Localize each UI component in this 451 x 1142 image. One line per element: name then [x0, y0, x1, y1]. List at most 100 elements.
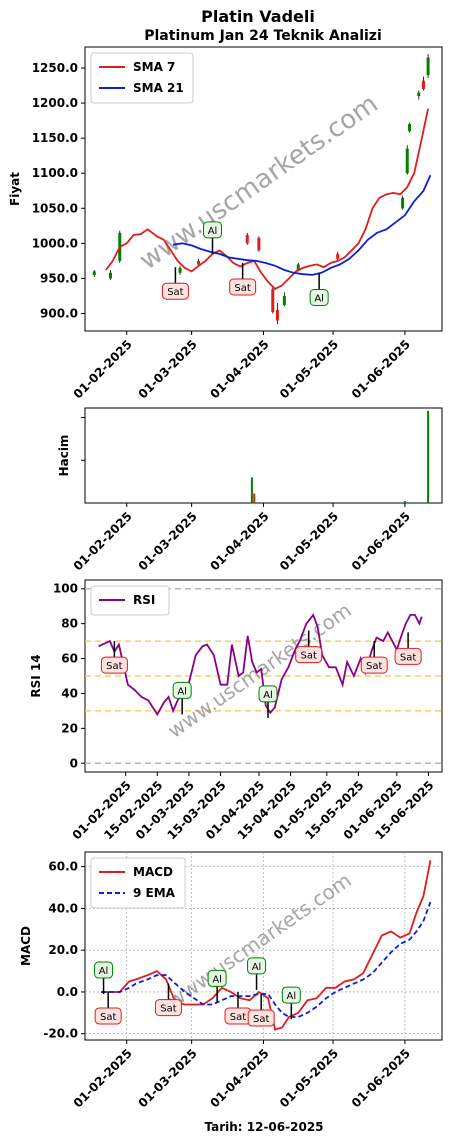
macd-x-tick-label: 01-03-2025 [136, 1046, 200, 1110]
rsi-legend-box [90, 585, 170, 616]
macd-annotation-sat-box [154, 999, 182, 1017]
price-candle-body [92, 271, 96, 275]
rsi-panel: www.uscmarkets.com02040608010001-02-2025… [29, 579, 443, 842]
price-sma-7-line [105, 108, 429, 290]
volume-x-tick-label: 01-05-2025 [277, 509, 341, 573]
macd-y-tick-label: -20.0 [43, 1027, 78, 1041]
macd-annotation-sat-label: Sat [253, 1014, 269, 1025]
macd-annotation-sat-label: Sat [100, 1012, 116, 1023]
macd-legend-label: MACD [133, 865, 173, 879]
rsi-y-tick-label: 100 [53, 582, 78, 596]
macd-x-tick-label: 01-05-2025 [277, 1046, 341, 1110]
price-x-tick-label: 01-05-2025 [277, 337, 341, 401]
rsi-annotation-sat-label: Sat [106, 661, 122, 672]
volume-x-tick-label: 01-02-2025 [71, 509, 135, 573]
volume-y-label: Hacim [57, 435, 71, 477]
x-axis-label: Tarih: 12-06-2025 [204, 1120, 323, 1134]
price-y-tick-label: 1000.0 [32, 236, 78, 250]
price-annotation-sat-label: Sat [234, 283, 250, 294]
rsi-annotation-sat-box [100, 656, 128, 674]
rsi-line [98, 613, 423, 717]
price-candle-body [257, 237, 261, 251]
rsi-annotation-sat-label: Sat [300, 651, 316, 662]
price-annotation-al-box [203, 221, 222, 239]
volume-bar [427, 410, 430, 503]
price-candle-body [275, 309, 279, 321]
price-candle-body [271, 288, 275, 313]
price-candle-body [408, 124, 412, 132]
macd-y-label: MACD [19, 926, 33, 966]
macd-annotation-al-label: Al [99, 966, 109, 977]
price-y-tick-label: 1250.0 [32, 61, 78, 75]
volume-x-tick-label: 01-04-2025 [207, 509, 271, 573]
macd-y-tick-label: 20.0 [48, 943, 78, 957]
macd-annotation-sat-box [247, 1009, 275, 1027]
price-annotation-al-box [309, 288, 329, 306]
price-y-label: Fiyat [8, 172, 22, 206]
macd-x-tick-label: 01-02-2025 [71, 1046, 135, 1110]
rsi-y-tick-label: 80 [61, 617, 78, 631]
price-candle-body [421, 80, 425, 90]
rsi-annotation-al-label: Al [263, 690, 273, 701]
macd-annotation-al-label: Al [212, 974, 222, 985]
price-legend-box [90, 52, 194, 104]
volume-panel: 01-02-2025 01-03-2025 01-04-2025 01-05-2025… [57, 407, 443, 573]
price-annotation-sat-label: Sat [167, 287, 183, 298]
price-candle-body [336, 253, 340, 259]
price-candle-body [417, 92, 421, 97]
price-y-tick-label: 1050.0 [32, 201, 78, 215]
price-annotation-al-label: Al [208, 226, 218, 237]
macd-annotation-al-box [281, 986, 301, 1004]
price-legend-label: SMA 7 [133, 60, 175, 74]
price-y-tick-label: 1200.0 [32, 96, 78, 110]
price-x-tick-label: 01-02-2025 [71, 337, 135, 401]
macd-x-tick-label: 01-04-2025 [207, 1046, 271, 1110]
price-y-tick-label: 900.0 [40, 306, 78, 320]
macd-annotation-sat-label: Sat [160, 1004, 176, 1015]
macd-legend-label: 9 EMA [133, 886, 176, 900]
rsi-y-tick-label: 20 [61, 721, 78, 735]
price-legend-label: SMA 21 [133, 81, 184, 95]
price-candle-body [109, 272, 112, 279]
macd-y-tick-label: 60.0 [48, 860, 78, 874]
price-annotation-sat-box [229, 278, 257, 296]
rsi-y-label: RSI 14 [29, 654, 43, 697]
volume-x-tick-label: 01-03-2025 [136, 509, 200, 573]
price-candle-body [401, 197, 405, 209]
price-annotation-sat-box [161, 282, 189, 300]
price-x-tick-label: 01-04-2025 [207, 337, 271, 401]
rsi-y-tick-label: 40 [61, 686, 78, 700]
price-y-tick-label: 1150.0 [32, 131, 78, 145]
price-candle-body [197, 260, 201, 265]
macd-annotation-sat-label: Sat [230, 1012, 246, 1023]
figure-title: Platin Vadeli [201, 7, 315, 26]
price-y-tick-label: 1100.0 [32, 166, 78, 180]
price-candle-body [405, 148, 409, 174]
rsi-legend-label: RSI [133, 593, 155, 607]
price-panel: www.uscmarkets.com900.0950.01000.01050.0… [8, 46, 443, 401]
price-sma-21-line [172, 174, 432, 276]
volume-bar [250, 477, 253, 503]
macd-annotation-al-box [207, 969, 227, 987]
price-x-tick-label: 01-06-2025 [349, 337, 413, 401]
price-x-tick-label: 01-03-2025 [136, 337, 200, 401]
figure-subtitle: Platinum Jan 24 Teknik Analizi [144, 28, 382, 44]
price-candle-body [296, 264, 300, 270]
price-candle-body [426, 57, 430, 76]
macd-legend-box [90, 857, 186, 909]
price-candle-body [245, 234, 249, 244]
rsi-annotation-al-label: Al [177, 686, 187, 697]
macd-annotation-al-label: Al [252, 962, 262, 973]
rsi-annotation-al-box [172, 681, 192, 699]
rsi-annotation-sat-box [360, 656, 388, 674]
macd-y-tick-label: 0.0 [57, 985, 78, 999]
macd-panel: www.uscmarkets.com -20.0 0.0 20.0 40.0 60.0 01… [19, 851, 443, 1110]
macd-annotation-al-box [94, 961, 114, 979]
volume-bar [253, 493, 256, 503]
macd-x-tick-label: 01-06-2025 [349, 1046, 413, 1110]
rsi-annotation-al-box [258, 685, 278, 703]
volume-x-tick-label: 01-06-2025 [349, 509, 413, 573]
rsi-y-tick-label: 0 [70, 756, 78, 770]
price-y-tick-label: 950.0 [40, 271, 78, 285]
